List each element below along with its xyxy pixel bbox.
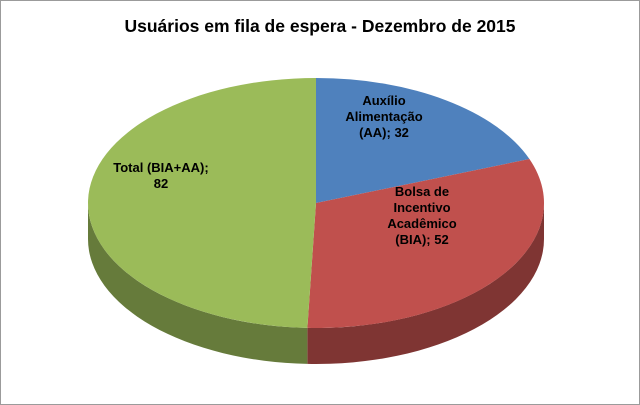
pie-slice [88,78,316,328]
slice-label-line: 82 [153,176,169,191]
pie-slice-side [88,203,308,364]
slice-label-auxilio-alimentacao: Auxílio Alimentação (AA); 32 [324,93,444,141]
slice-label-line: Auxílio [362,93,406,108]
slice-label-line: (AA); 32 [359,125,409,140]
slice-label-line: (BIA); 52 [395,232,449,247]
slice-label-line: Total (BIA+AA); [113,160,209,175]
slice-label-line: Acadêmico [387,216,457,231]
slice-label-total: Total (BIA+AA); 82 [96,160,226,192]
slice-label-bolsa-incentivo-academico: Bolsa de Incentivo Acadêmico (BIA); 52 [367,184,477,248]
pie-slice [316,78,530,203]
slice-label-line: Alimentação [345,109,423,124]
slice-label-line: Incentivo [393,200,451,215]
chart-title: Usuários em fila de espera - Dezembro de… [124,16,516,36]
pie-slice [307,159,544,328]
pie-slice-side [307,203,544,364]
slice-label-line: Bolsa de [394,184,450,199]
